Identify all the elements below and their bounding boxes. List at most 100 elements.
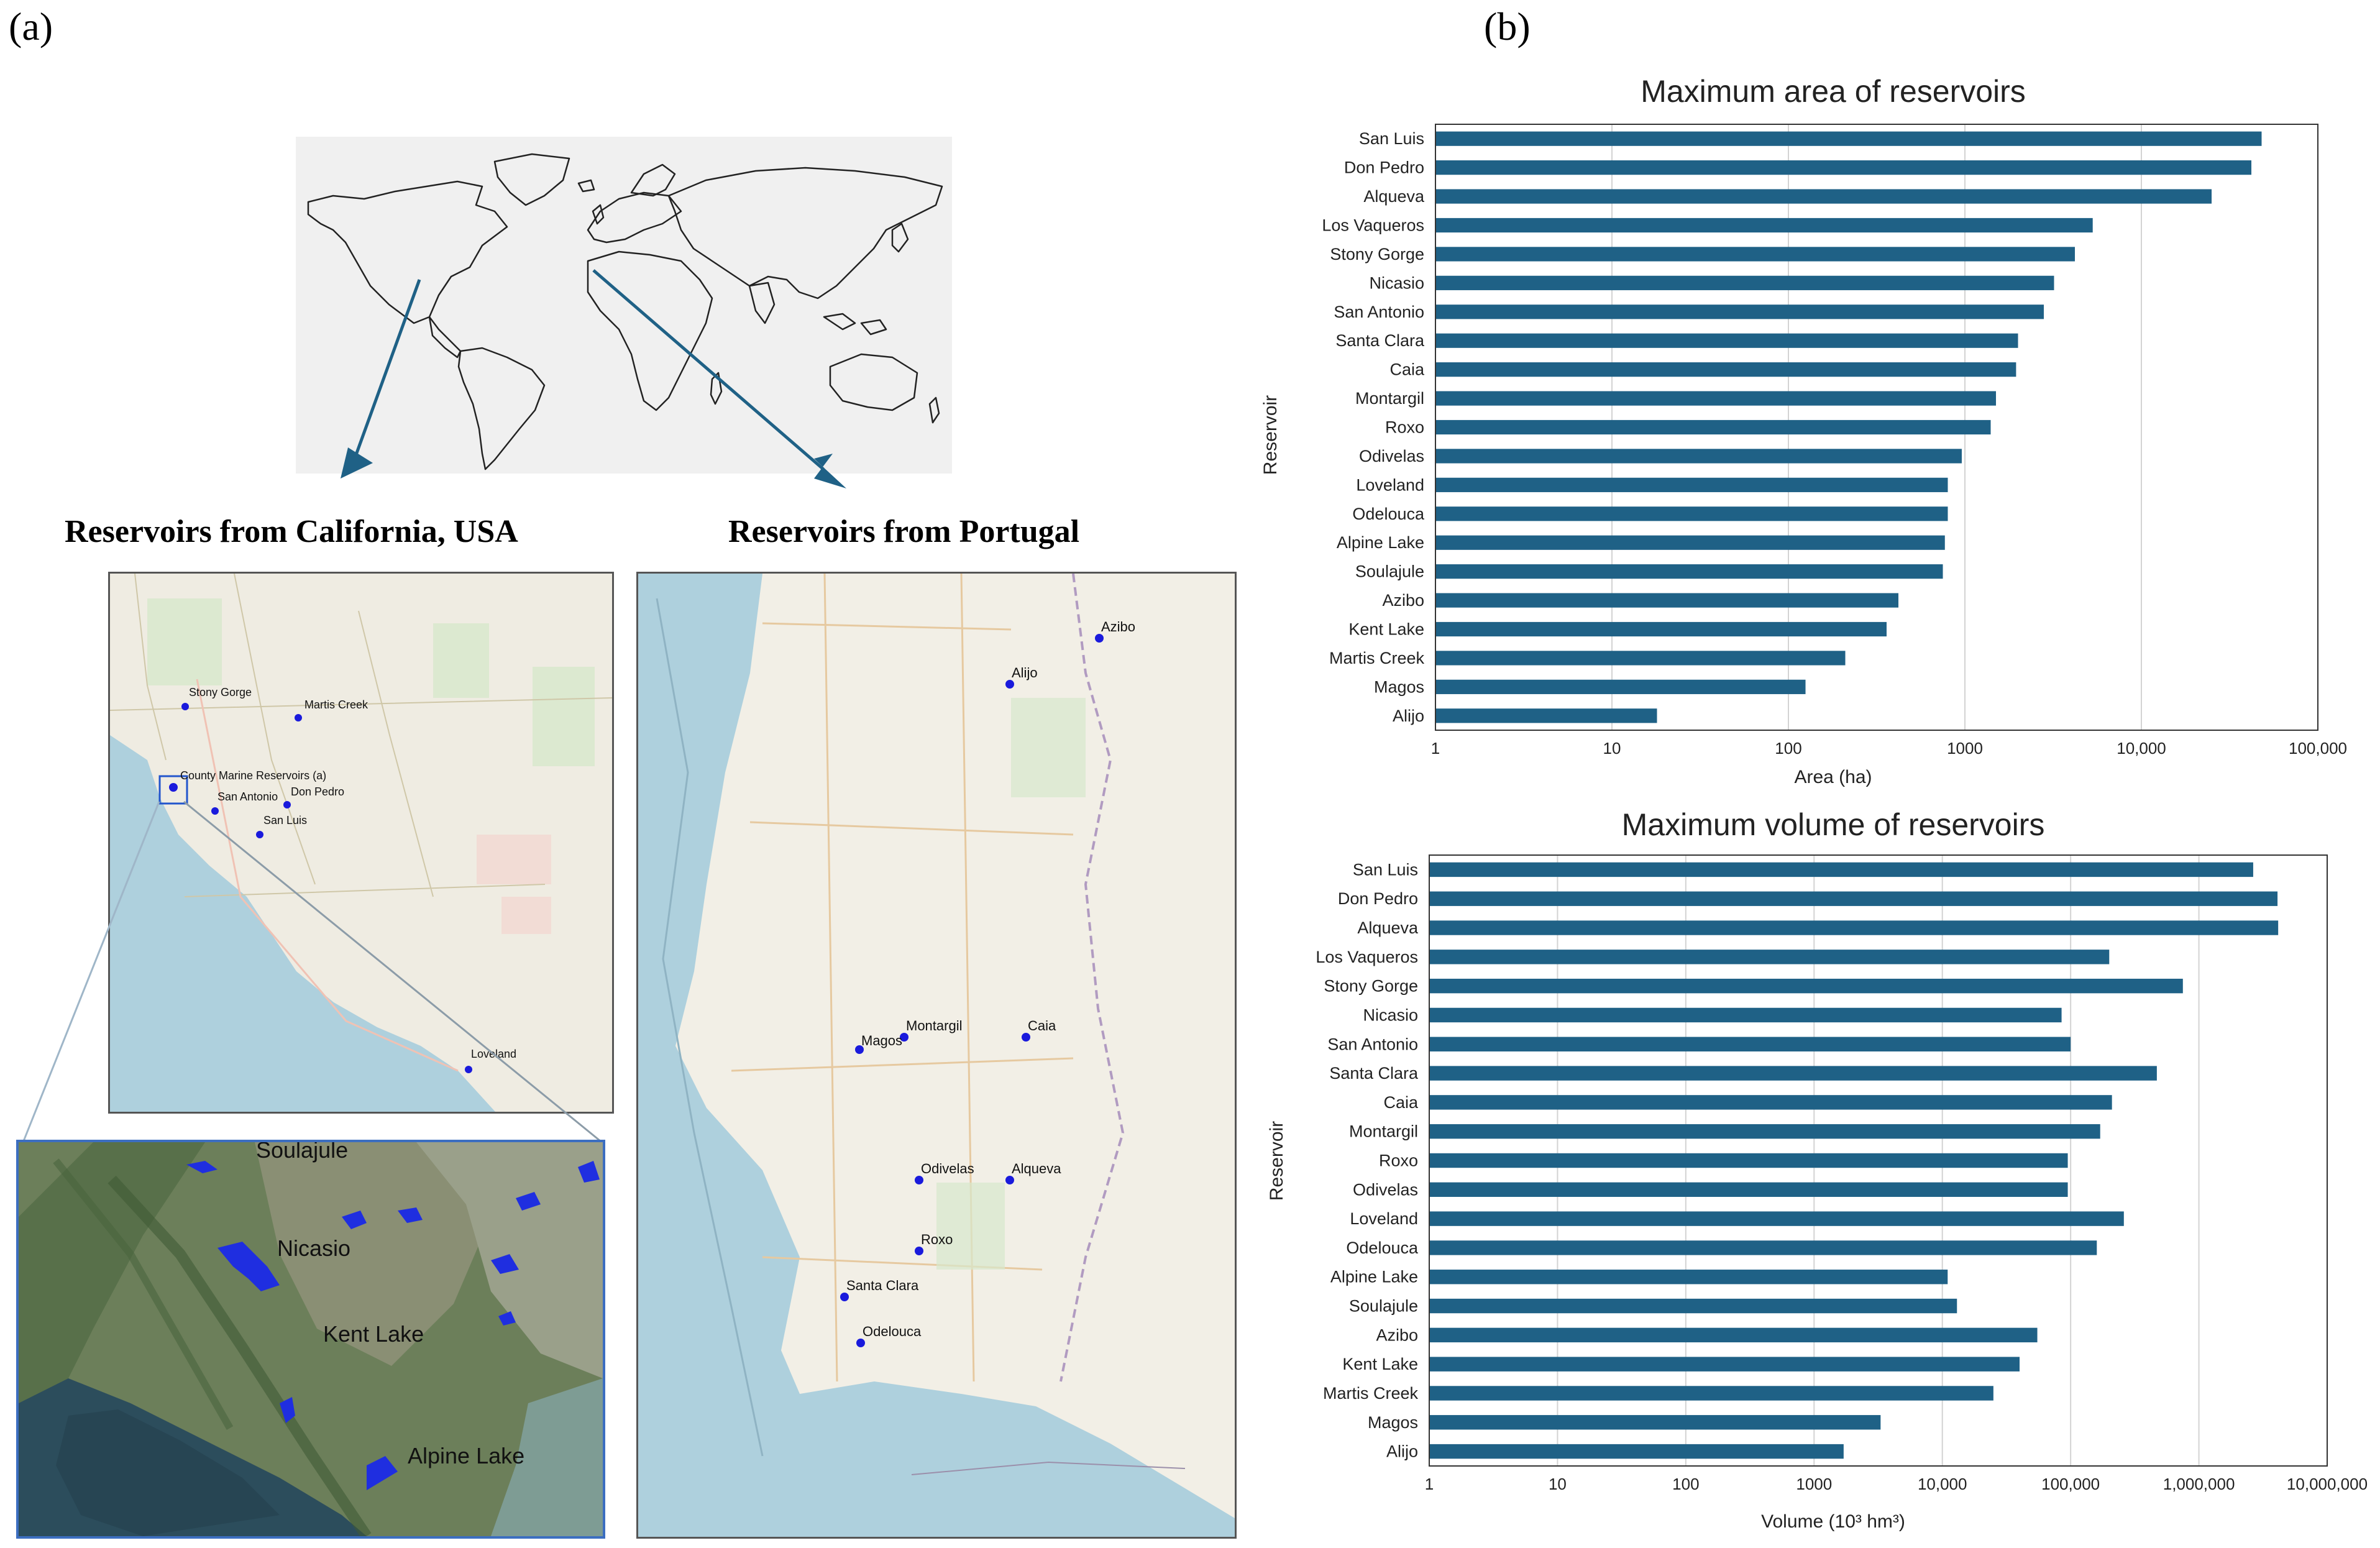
world-map: [296, 137, 952, 474]
marker-don-pedro[interactable]: Don Pedro: [283, 785, 344, 812]
marker-alqueva[interactable]: Alqueva: [1005, 1161, 1061, 1188]
marker-odivelas[interactable]: Odivelas: [915, 1161, 974, 1188]
x-tick-label: 100,000: [2041, 1475, 2100, 1493]
bar: [1435, 275, 2054, 290]
bar: [1429, 1270, 1948, 1285]
category-label: Loveland: [1356, 475, 1424, 494]
category-label: Azibo: [1376, 1326, 1418, 1344]
marker-label: Odelouca: [863, 1324, 922, 1339]
marker-roxo[interactable]: Roxo: [915, 1232, 953, 1258]
bar: [1435, 419, 1991, 435]
bar: [1435, 593, 1899, 608]
x-tick-label: 10,000,000: [2287, 1475, 2368, 1493]
marker-label: Magos: [861, 1033, 903, 1048]
marker-santa-clara[interactable]: Santa Clara: [840, 1278, 918, 1304]
category-label: San Antonio: [1327, 1035, 1418, 1053]
marker-label: Caia: [1028, 1018, 1056, 1033]
bar: [1429, 1182, 2068, 1198]
x-tick-label: 1: [1431, 739, 1440, 758]
california-map-canvas: [110, 574, 612, 1112]
marker-dot: [295, 714, 302, 721]
marker-label: County Marine Reservoirs (a): [180, 769, 327, 782]
x-tick-label: 100: [1775, 739, 1801, 758]
category-label: Azibo: [1382, 591, 1424, 610]
bar: [1435, 189, 2212, 204]
x-tick-label: 10,000: [1918, 1475, 1967, 1493]
marker-alijo[interactable]: Alijo: [1005, 665, 1038, 692]
category-label: Martis Creek: [1329, 649, 1425, 667]
marker-dot: [900, 1033, 909, 1042]
marker-label: Stony Gorge: [189, 686, 252, 698]
category-label: San Luis: [1353, 860, 1418, 879]
category-label: Stony Gorge: [1324, 977, 1418, 996]
bar: [1435, 305, 2044, 319]
marker-caia[interactable]: Caia: [1022, 1018, 1056, 1045]
x-tick-label: 10: [1603, 739, 1621, 758]
marker-san-antonio[interactable]: San Antonio: [211, 790, 278, 818]
bar: [1435, 535, 1945, 550]
marker-magos[interactable]: Magos: [855, 1033, 902, 1057]
category-label: Odivelas: [1353, 1180, 1418, 1199]
marker-dot: [855, 1045, 864, 1054]
category-label: Kent Lake: [1348, 620, 1424, 639]
x-tick-label: 10: [1549, 1475, 1567, 1493]
arrowhead-california: [341, 447, 373, 479]
bar: [1429, 1211, 2124, 1226]
category-label: Roxo: [1379, 1152, 1418, 1170]
x-tick-label: 100: [1672, 1475, 1699, 1493]
marker-odelouca[interactable]: Odelouca: [856, 1324, 921, 1350]
marker-label: San Antonio: [217, 790, 278, 803]
bar: [1429, 920, 2279, 935]
marker-san-luis[interactable]: San Luis: [256, 814, 307, 841]
marker-dot: [211, 807, 219, 815]
plot-frame: [1435, 124, 2318, 731]
marker-montargil[interactable]: Montargil: [900, 1018, 962, 1045]
portugal-map: [636, 572, 1237, 1539]
x-tick-label: 1000: [1796, 1475, 1832, 1493]
marker-dot: [1005, 1176, 1014, 1184]
bar: [1429, 950, 2110, 964]
marker-label: Azibo: [1101, 619, 1136, 634]
marker-stony-gorge[interactable]: Stony Gorge: [181, 686, 252, 713]
category-label: Roxo: [1385, 418, 1424, 437]
marker-label: Don Pedro: [291, 785, 345, 798]
bar: [1435, 449, 1962, 464]
bar: [1429, 1153, 2068, 1168]
y-axis-label: Reservoir: [1260, 395, 1281, 475]
bar: [1435, 218, 2093, 233]
california-map: [108, 572, 614, 1114]
category-label: Los Vaqueros: [1322, 216, 1424, 235]
bar: [1429, 1327, 2038, 1343]
bar: [1429, 1007, 2062, 1023]
marker-label: Martis Creek: [304, 698, 368, 711]
bar: [1435, 391, 1997, 406]
marker-county-marine[interactable]: County Marine Reservoirs (a): [169, 769, 326, 795]
marker-dot: [181, 703, 189, 710]
inset-label-nicasio: Nicasio: [277, 1235, 351, 1261]
marker-azibo[interactable]: Azibo: [1095, 619, 1135, 646]
bar: [1435, 477, 1948, 492]
area-bar-chart: Maximum area of reservoirs Reservoir Are…: [1260, 74, 2347, 787]
y-axis-label: Reservoir: [1266, 1121, 1287, 1201]
portugal-map-title: Reservoirs from Portugal: [728, 514, 1080, 549]
category-label: Alqueva: [1363, 187, 1425, 206]
bar: [1429, 1095, 2112, 1110]
marker-martis-creek[interactable]: Martis Creek: [295, 698, 368, 725]
x-tick-label: 100,000: [2289, 739, 2347, 758]
marker-label: Alijo: [1012, 665, 1038, 680]
bar: [1429, 1444, 1844, 1459]
category-label: Caia: [1383, 1093, 1419, 1112]
bar: [1429, 978, 2183, 994]
bar: [1435, 362, 2016, 377]
plot-area: 1 10 100 1000 10,000 100,000 1,000,000 10,000,0…: [1316, 854, 2368, 1493]
category-label: Santa Clara: [1335, 331, 1425, 350]
category-label: Santa Clara: [1329, 1064, 1419, 1083]
category-label: Magos: [1374, 677, 1424, 696]
bar: [1429, 862, 2253, 877]
portugal-map-canvas: [638, 574, 1235, 1537]
category-label: Odelouca: [1352, 505, 1425, 523]
bar: [1435, 651, 1846, 666]
chart-title: Maximum volume of reservoirs: [1622, 807, 2045, 842]
bar: [1429, 1386, 1993, 1401]
marker-label: Roxo: [921, 1232, 953, 1247]
